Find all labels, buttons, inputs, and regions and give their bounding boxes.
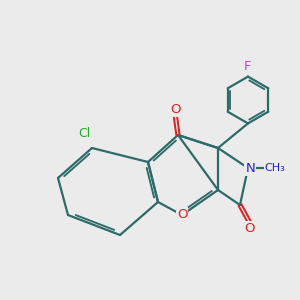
- Text: O: O: [177, 208, 187, 221]
- Text: O: O: [244, 222, 255, 235]
- Text: Cl: Cl: [79, 127, 91, 140]
- Text: CH₃: CH₃: [265, 163, 285, 173]
- Text: N: N: [245, 161, 255, 175]
- Text: F: F: [244, 60, 252, 73]
- Text: O: O: [170, 103, 181, 116]
